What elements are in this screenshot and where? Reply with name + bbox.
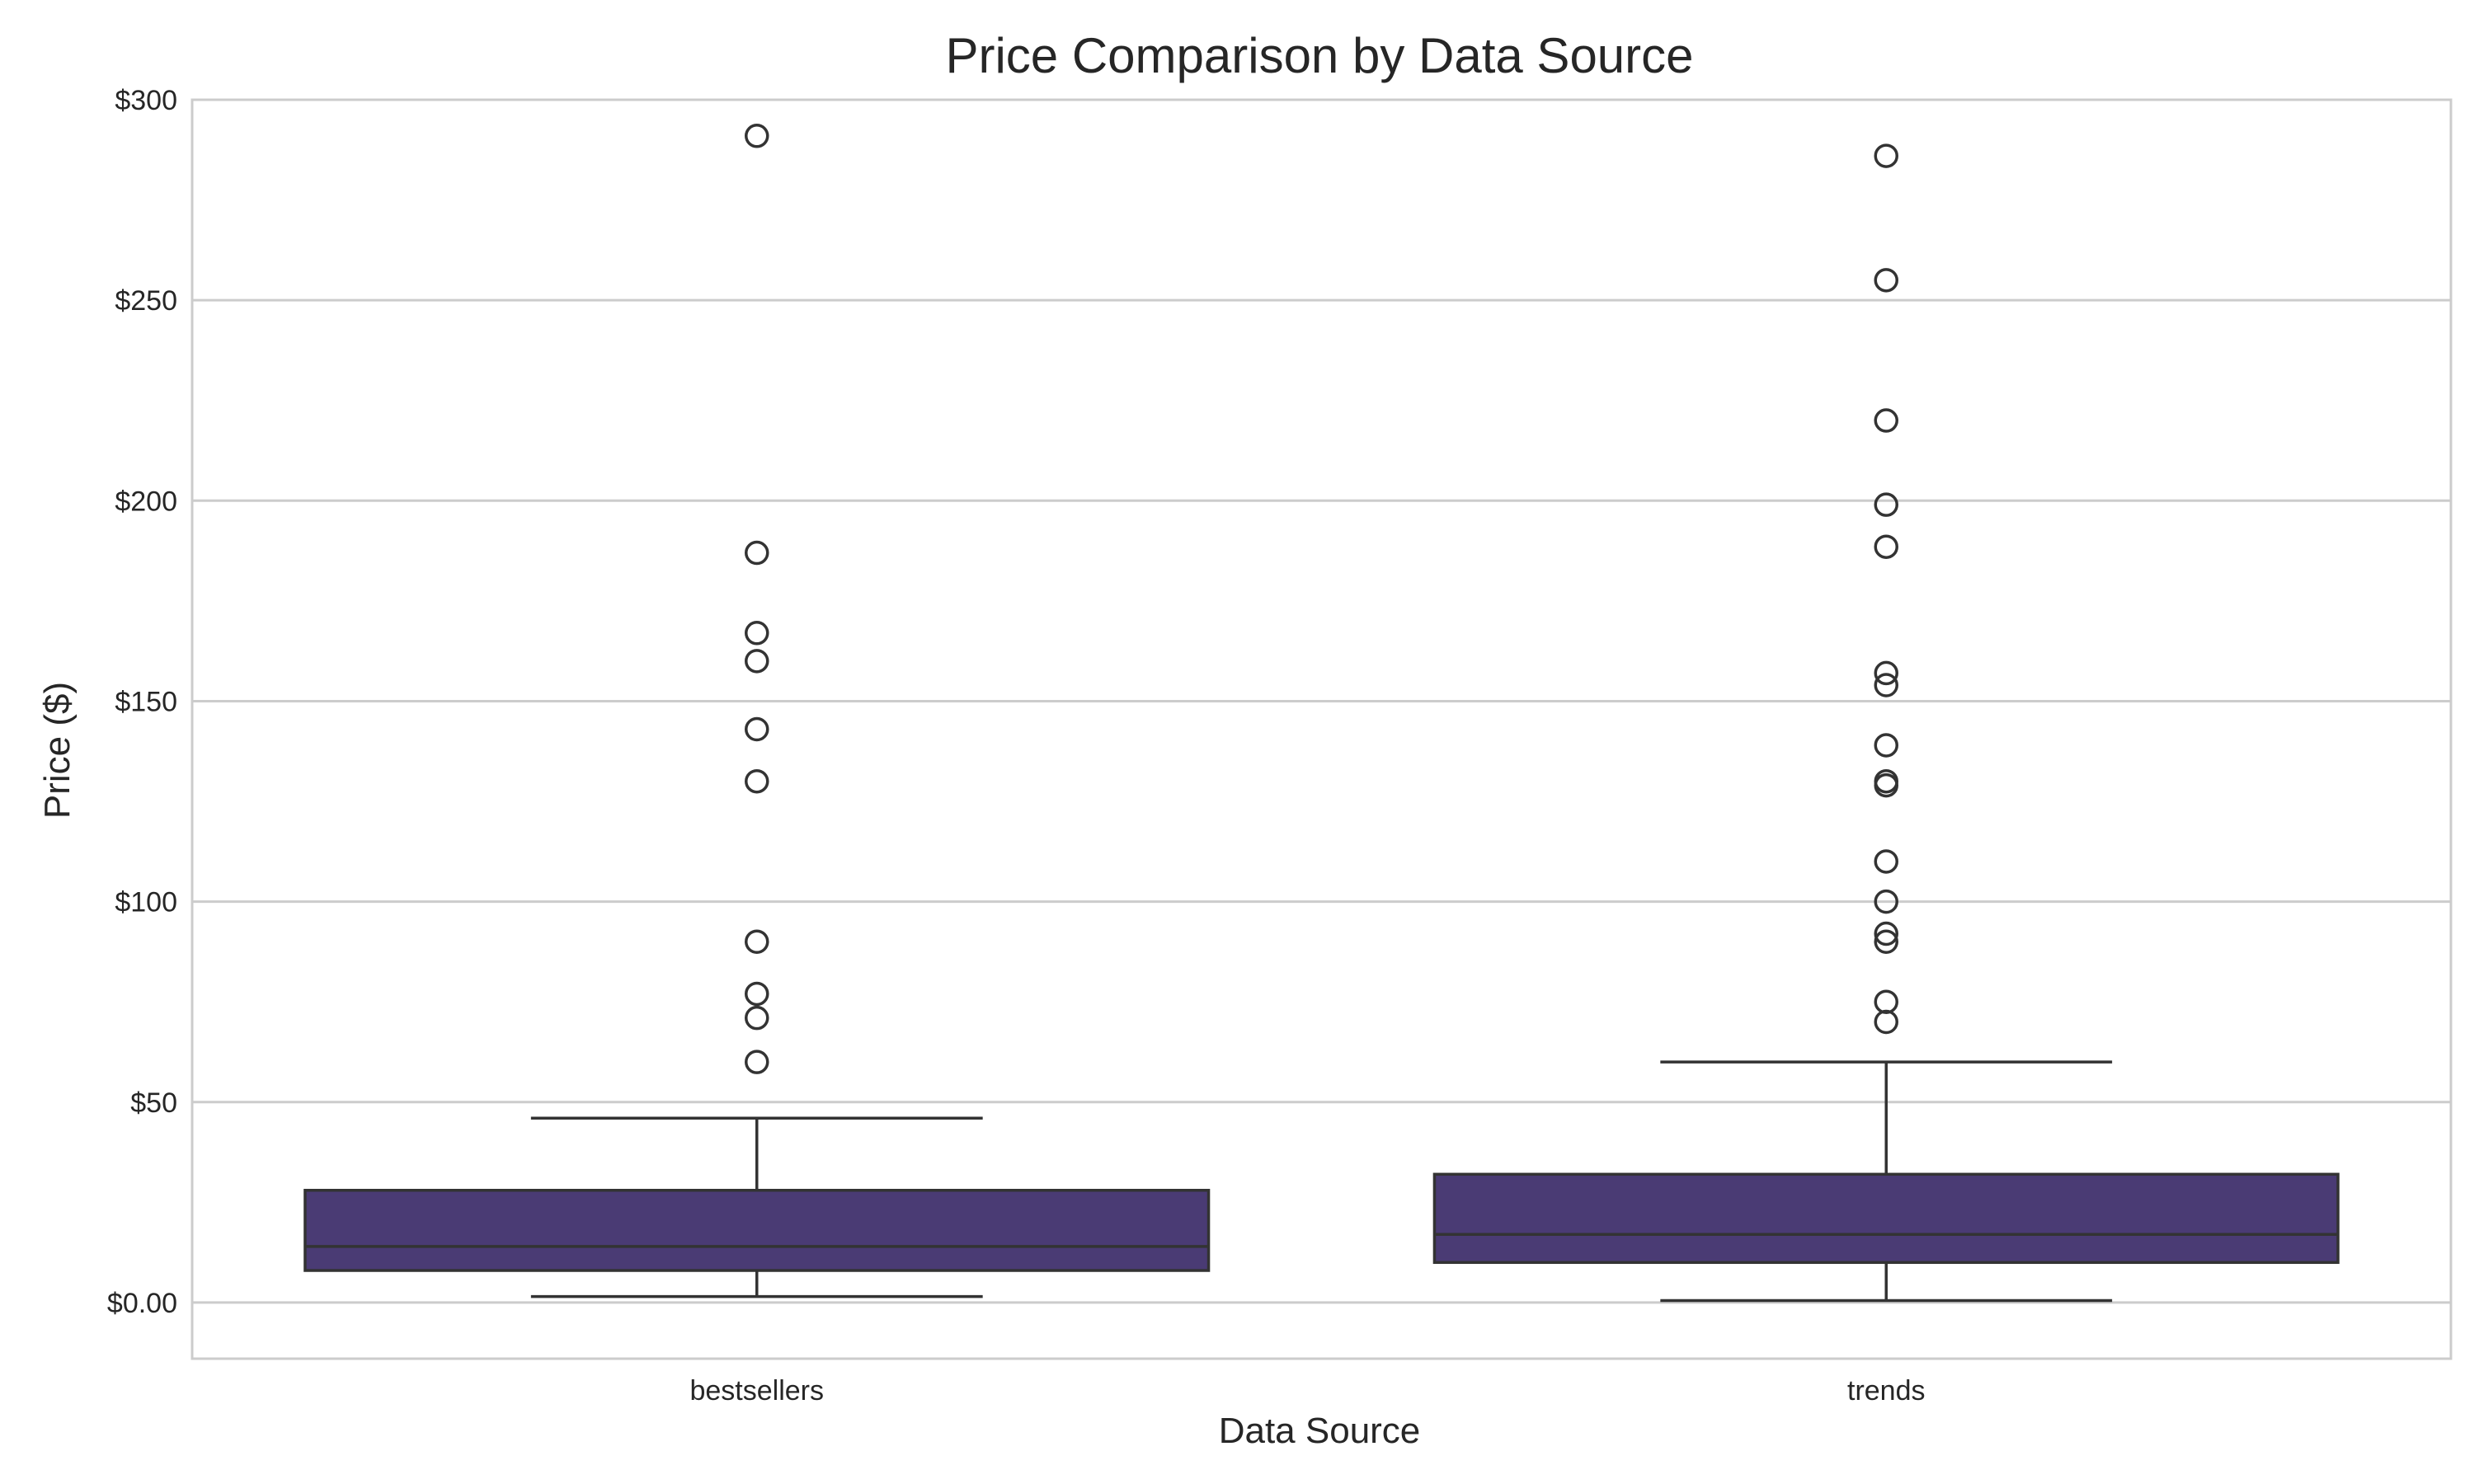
outlier-point (1874, 408, 1898, 433)
outlier-point (745, 1050, 769, 1074)
box-group-trends (1432, 143, 2340, 1303)
x-axis-label: Data Source (1219, 1411, 1421, 1451)
outlier-point (745, 768, 769, 794)
outlier-point (1874, 268, 1898, 293)
y-tick-label: $0.00 (107, 1288, 177, 1319)
outlier-point (745, 540, 769, 566)
outlier-point (1874, 849, 1898, 874)
outlier-point (1874, 673, 1898, 697)
outlier-point (745, 716, 769, 742)
y-tick-label: $150 (115, 686, 177, 717)
outlier-point (1874, 889, 1898, 914)
outlier-point (1874, 921, 1898, 946)
x-tick-label: trends (1847, 1375, 1926, 1407)
outlier-point (745, 649, 769, 674)
box-group-bestsellers (303, 124, 1211, 1298)
y-tick-label: $250 (115, 285, 177, 317)
y-axis-ticks: $0.00 $50 $100 $150 $200 $250 $300 (107, 85, 177, 1319)
y-axis-label: Price ($) (37, 682, 78, 819)
plot-frame (190, 98, 2453, 1360)
outlier-point (745, 981, 769, 1007)
iqr-box (303, 1189, 1211, 1272)
y-tick-label: $300 (115, 85, 177, 116)
chart-title: Price Comparison by Data Source (945, 28, 1693, 83)
x-axis-ticks: bestsellers trends (689, 1375, 1925, 1407)
outlier-point (1874, 733, 1898, 758)
outlier-point (745, 1005, 769, 1031)
outlier-point (1874, 492, 1898, 517)
outlier-point (1874, 534, 1898, 559)
outlier-point (745, 124, 769, 148)
outlier-point (1874, 660, 1898, 686)
gridlines (192, 98, 2451, 1304)
outlier-point (1874, 989, 1898, 1014)
y-tick-label: $200 (115, 486, 177, 517)
outlier-point (745, 621, 769, 646)
y-tick-label: $50 (130, 1087, 177, 1119)
x-tick-label: bestsellers (689, 1375, 824, 1407)
outlier-point (745, 929, 769, 954)
outlier-point (1874, 1009, 1898, 1035)
outlier-point (1874, 773, 1898, 798)
outlier-point (1874, 143, 1898, 168)
y-tick-label: $100 (115, 887, 177, 918)
boxes (303, 124, 2340, 1303)
outlier-point (1874, 929, 1898, 954)
iqr-box (1432, 1172, 2340, 1265)
